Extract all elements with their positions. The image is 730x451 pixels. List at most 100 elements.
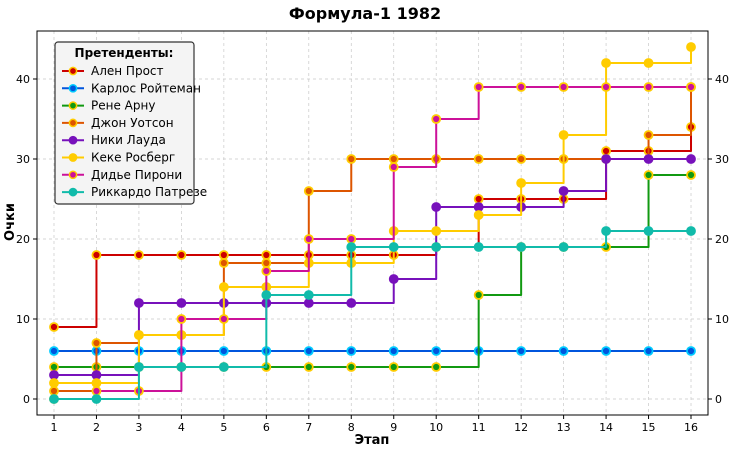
data-point	[601, 226, 611, 236]
data-point	[686, 226, 696, 236]
data-point	[388, 346, 399, 356]
data-point	[601, 82, 611, 92]
data-point	[431, 362, 442, 372]
data-point	[643, 154, 654, 164]
data-point	[516, 346, 527, 356]
series-8	[49, 226, 696, 404]
data-point	[303, 186, 314, 196]
data-point	[134, 250, 144, 260]
data-point	[261, 290, 272, 300]
data-point	[49, 386, 59, 396]
data-point	[388, 242, 399, 252]
y-tick-label-left: 30	[16, 153, 30, 166]
data-point	[558, 130, 569, 140]
legend-label: Дидье Пирони	[91, 168, 182, 182]
x-tick-label: 13	[557, 421, 571, 434]
data-point	[303, 290, 314, 300]
y-axis-right: 0 10 20 30 40	[708, 73, 729, 406]
data-point	[91, 386, 102, 396]
data-point	[346, 234, 357, 244]
data-point	[643, 170, 654, 180]
data-point	[218, 250, 229, 260]
data-point	[558, 242, 569, 252]
legend-marker	[68, 101, 78, 110]
data-point	[49, 394, 59, 404]
y-tick-label-right: 20	[715, 233, 729, 246]
data-point	[473, 82, 484, 92]
data-point	[303, 298, 314, 308]
legend-marker	[68, 66, 78, 76]
legend-label: Риккардо Патрезе	[91, 185, 207, 199]
legend-marker	[68, 83, 78, 93]
data-point	[643, 130, 654, 140]
data-point	[558, 186, 569, 196]
legend-label: Джон Уотсон	[91, 116, 174, 130]
data-point	[601, 154, 611, 164]
data-point	[473, 242, 484, 252]
data-point	[431, 114, 442, 124]
legend-marker	[68, 153, 78, 162]
data-point	[261, 258, 272, 268]
data-point	[686, 154, 696, 164]
data-point	[218, 258, 229, 268]
data-point	[601, 346, 611, 356]
data-point	[601, 146, 611, 156]
data-point	[261, 266, 272, 276]
y-axis-left: 0 10 20 30 40	[16, 73, 37, 406]
legend-items: Ален Прост Карлос Ройтеман Рене Арну Джон У…	[62, 64, 207, 199]
data-point	[303, 234, 314, 244]
legend-item: Ален Прост	[62, 64, 164, 78]
y-tick-label-left: 0	[23, 393, 30, 406]
data-point	[303, 362, 314, 372]
data-point	[473, 210, 484, 220]
data-point	[431, 346, 442, 356]
data-point	[643, 346, 654, 356]
y-tick-label-left: 10	[16, 313, 30, 326]
legend-label: Ники Лауда	[91, 133, 166, 147]
x-tick-label: 8	[348, 421, 355, 434]
data-point	[176, 250, 187, 260]
data-point	[431, 202, 442, 212]
y-tick-label-right: 0	[715, 393, 722, 406]
x-tick-label: 1	[50, 421, 57, 434]
data-point	[473, 202, 484, 212]
legend-item: Джон Уотсон	[62, 116, 174, 130]
data-point	[388, 274, 399, 284]
x-axis-title: Этап	[355, 433, 390, 448]
data-point	[388, 162, 399, 172]
x-axis: 1 2 3 4 5 6 7 8 9 10 11 12 13 14 15 16	[50, 415, 698, 434]
y-tick-label-right: 40	[715, 73, 729, 86]
legend-item: Дидье Пирони	[62, 168, 182, 182]
x-tick-label: 9	[390, 421, 397, 434]
x-tick-label: 14	[599, 421, 613, 434]
series-5	[49, 154, 696, 380]
data-point	[176, 362, 187, 372]
legend-item: Карлос Ройтеман	[62, 81, 201, 95]
legend-item: Рене Арну	[62, 99, 155, 113]
data-point	[643, 226, 654, 236]
series-line	[53, 230, 692, 400]
x-tick-label: 4	[178, 421, 185, 434]
legend-title: Претенденты:	[75, 46, 174, 60]
data-point	[473, 290, 484, 300]
legend-item: Кеке Росберг	[62, 151, 175, 165]
data-point	[558, 346, 569, 356]
legend-item: Ники Лауда	[62, 133, 166, 147]
y-axis-title: Очки	[3, 203, 18, 241]
data-point	[686, 42, 696, 52]
data-point	[91, 338, 102, 348]
legend-item: Риккардо Патрезе	[62, 185, 207, 199]
x-tick-label: 5	[220, 421, 227, 434]
legend-label: Ален Прост	[91, 64, 164, 78]
data-point	[388, 362, 399, 372]
data-point	[49, 346, 59, 356]
data-point	[176, 314, 187, 324]
data-point	[134, 330, 144, 340]
chart-title: Формула-1 1982	[289, 4, 441, 23]
y-tick-label-left: 40	[16, 73, 30, 86]
x-tick-label: 15	[642, 421, 656, 434]
data-point	[431, 242, 442, 252]
series-layer	[49, 42, 696, 404]
data-point	[91, 250, 102, 260]
